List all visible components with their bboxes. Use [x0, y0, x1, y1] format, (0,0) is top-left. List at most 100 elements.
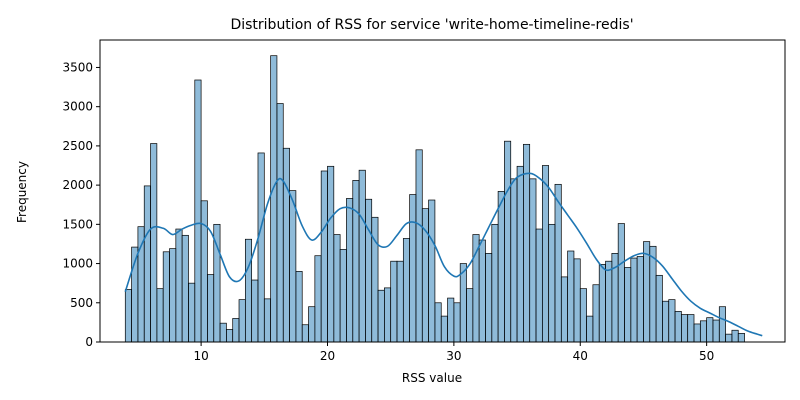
y-axis-label: Frequency [15, 161, 29, 223]
histogram-bar [687, 314, 695, 343]
plot-frame [99, 39, 786, 343]
histogram-bar [453, 302, 461, 343]
histogram-bar [428, 199, 436, 343]
histogram-bar [504, 140, 512, 343]
histogram-bar [510, 178, 518, 343]
histogram-bar [276, 103, 284, 343]
histogram-bar [219, 322, 227, 343]
histogram-bar [706, 317, 714, 343]
histogram-bar [188, 282, 196, 343]
histogram-bar [617, 223, 625, 343]
x-tick-label: 50 [699, 349, 714, 363]
histogram-bar [655, 274, 663, 343]
histogram-bar [573, 258, 581, 343]
histogram-bar [339, 249, 347, 343]
chart-title: Distribution of RSS for service 'write-h… [230, 17, 633, 33]
histogram-bar [257, 152, 265, 343]
histogram-bar [314, 255, 322, 343]
histogram-bar [497, 191, 505, 343]
histogram-bar [668, 299, 676, 343]
histogram-bar [251, 279, 259, 343]
histogram-bar [662, 300, 670, 343]
y-tick-label: 2000 [62, 178, 93, 192]
histogram-bar [485, 253, 493, 343]
histogram-bar [396, 260, 404, 343]
x-tick-label: 10 [193, 349, 208, 363]
histogram-bar [327, 165, 335, 343]
histogram-bar [365, 198, 373, 343]
histogram-bar [649, 245, 657, 343]
histogram-bar [567, 250, 575, 343]
histogram-bar [630, 257, 638, 343]
histogram-bar [270, 55, 278, 343]
histogram-bar [447, 297, 455, 343]
histogram-bar [232, 318, 240, 343]
histogram-bar [390, 260, 398, 343]
y-axis: 0 500 1000 1500 2000 2500 3000 3500 [62, 60, 100, 349]
histogram-bar [200, 200, 208, 343]
histogram-bar [377, 289, 385, 343]
histogram-bar [466, 288, 474, 343]
histogram-bar [384, 287, 392, 343]
x-tick-label: 30 [446, 349, 461, 363]
histogram-bar [175, 228, 183, 343]
histogram-bar [636, 256, 644, 343]
histogram-bar [169, 248, 177, 343]
histogram-bars [124, 55, 745, 343]
y-tick-label: 0 [85, 335, 93, 349]
histogram-bar [124, 289, 132, 343]
histogram-bar [346, 198, 354, 343]
y-tick-label: 1500 [62, 217, 93, 231]
histogram-bar [737, 333, 745, 343]
histogram-bar [352, 180, 360, 343]
histogram-bar [289, 190, 297, 343]
histogram-bar [459, 263, 467, 343]
histogram-bar [282, 147, 290, 343]
histogram-bar [150, 143, 158, 343]
histogram-bar [263, 298, 271, 343]
histogram-bar [320, 170, 328, 343]
y-tick-label: 3000 [62, 100, 93, 114]
histogram-bar [295, 271, 303, 343]
histogram-bar [592, 284, 600, 343]
histogram-bar [415, 149, 423, 343]
histogram-bar [143, 185, 151, 343]
y-tick-label: 1000 [62, 257, 93, 271]
histogram-bar [207, 274, 215, 343]
histogram-bar [226, 329, 234, 343]
histogram-bar [333, 234, 341, 343]
histogram-bar [731, 329, 739, 343]
histogram-bar [162, 251, 170, 343]
histogram-bar [681, 314, 689, 343]
histogram-bar [358, 169, 366, 343]
x-axis-label: RSS value [402, 371, 462, 385]
histogram-bar [491, 223, 499, 343]
histogram-bar [301, 324, 309, 343]
histogram-bar [529, 178, 537, 343]
histogram-bar [194, 79, 202, 343]
histogram-bar [244, 238, 253, 343]
histogram-bar [560, 276, 568, 343]
histogram-bar [586, 315, 594, 343]
histogram-bar [409, 194, 417, 343]
x-tick-label: 20 [320, 349, 335, 363]
histogram-bar [535, 228, 543, 343]
histogram-bar [478, 239, 486, 343]
histogram-bar [548, 223, 556, 343]
histogram-bar [579, 288, 587, 343]
histogram-bar [699, 320, 707, 343]
kde-line [124, 172, 763, 337]
histogram-bar [434, 302, 442, 343]
histogram-bar [472, 234, 480, 343]
histogram-bar [624, 267, 632, 343]
histogram-bar [308, 306, 316, 343]
histogram-bar [402, 238, 410, 343]
histogram-bar [238, 299, 246, 343]
histogram-bar [554, 183, 562, 343]
histogram-bar [712, 319, 720, 343]
histogram-bar [674, 311, 682, 343]
histogram-bar [693, 323, 701, 343]
histogram-bar [156, 288, 164, 343]
x-tick-label: 40 [573, 349, 588, 363]
